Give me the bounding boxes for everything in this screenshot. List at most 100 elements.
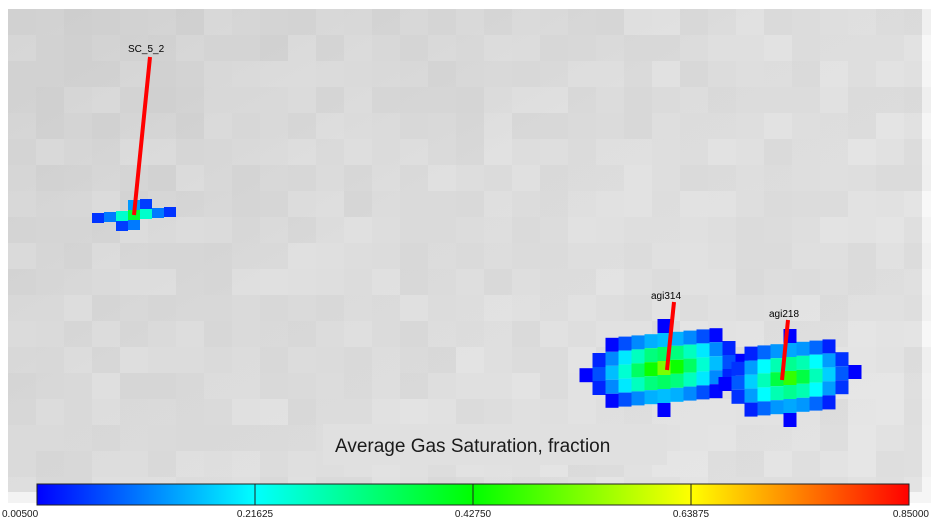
saturation-cell xyxy=(744,402,758,417)
saturation-cell xyxy=(744,374,758,389)
saturation-cell xyxy=(657,375,671,389)
saturation-cell xyxy=(605,379,619,394)
saturation-cell xyxy=(92,213,104,223)
saturation-cell xyxy=(696,357,710,372)
saturation-cell xyxy=(822,339,836,354)
saturation-cell xyxy=(744,360,758,375)
color-bar-tick-label: 0.21625 xyxy=(237,509,274,520)
saturation-cell xyxy=(670,387,684,402)
saturation-cell xyxy=(731,361,745,376)
saturation-cell xyxy=(809,354,823,369)
gas-plume-agi218 xyxy=(718,329,862,427)
saturation-cell xyxy=(796,383,810,398)
saturation-cell xyxy=(770,386,784,401)
saturation-cell xyxy=(770,372,784,387)
grid-shading xyxy=(8,9,931,503)
saturation-cell xyxy=(709,356,723,371)
saturation-cell xyxy=(731,389,745,404)
saturation-cell xyxy=(605,351,619,366)
well-trajectory xyxy=(780,319,790,381)
saturation-cell xyxy=(579,368,593,383)
legend-title: Average Gas Saturation, fraction xyxy=(335,436,610,457)
saturation-cell xyxy=(657,403,671,417)
saturation-cell xyxy=(757,359,771,374)
saturation-cell xyxy=(731,375,745,390)
well-trajectory xyxy=(665,301,676,371)
saturation-cell xyxy=(770,358,784,373)
saturation-cell xyxy=(744,346,758,361)
color-bar-tick-label: 0.63875 xyxy=(673,509,710,520)
saturation-cell xyxy=(605,393,619,408)
saturation-cell xyxy=(140,199,152,209)
saturation-cell xyxy=(104,212,116,222)
saturation-cell xyxy=(618,350,632,365)
saturation-cell xyxy=(770,344,784,359)
saturation-cell xyxy=(822,367,836,382)
saturation-cell xyxy=(696,343,710,358)
saturation-cell xyxy=(822,353,836,368)
saturation-cell xyxy=(783,357,797,371)
saturation-cell xyxy=(783,413,797,427)
saturation-cell xyxy=(783,371,797,385)
saturation-cell xyxy=(631,349,645,364)
saturation-cell xyxy=(835,380,849,395)
well-agi218[interactable]: agi218 xyxy=(769,309,799,381)
saturation-cell xyxy=(757,373,771,388)
saturation-cell xyxy=(709,342,723,357)
saturation-cell xyxy=(835,352,849,367)
well-label: SC_5_2 xyxy=(128,44,165,55)
saturation-cell xyxy=(618,336,632,351)
saturation-cell xyxy=(618,378,632,393)
saturation-cell xyxy=(809,368,823,383)
saturation-cell xyxy=(696,371,710,386)
saturation-cell xyxy=(592,353,606,367)
saturation-cell xyxy=(683,372,697,387)
saturation-cell xyxy=(152,208,164,218)
gas-plume-agi314 xyxy=(579,319,749,417)
saturation-cell xyxy=(644,362,658,377)
saturation-cell xyxy=(644,376,658,391)
saturation-cell xyxy=(670,373,684,388)
saturation-cell xyxy=(822,395,836,410)
saturation-cell xyxy=(835,366,849,381)
saturation-cell xyxy=(644,348,658,363)
color-bar-tick-label: 0.85000 xyxy=(893,509,930,520)
saturation-cell xyxy=(618,392,632,407)
well-sc-5-2[interactable]: SC_5_2 xyxy=(128,44,165,216)
saturation-cell xyxy=(670,345,684,360)
saturation-cell xyxy=(722,341,736,355)
saturation-cell xyxy=(128,220,140,230)
saturation-cell xyxy=(631,391,645,406)
saturation-cell xyxy=(592,381,606,395)
saturation-cell xyxy=(631,335,645,350)
saturation-cell xyxy=(796,369,810,384)
saturation-cell xyxy=(657,389,671,403)
color-bar-tick-label: 0.00500 xyxy=(2,509,39,520)
saturation-cell xyxy=(757,387,771,402)
well-agi314[interactable]: agi314 xyxy=(651,291,681,371)
saturation-cell xyxy=(670,331,684,346)
saturation-cell xyxy=(592,367,606,381)
saturation-cell xyxy=(757,345,771,360)
saturation-cell xyxy=(140,209,152,219)
saturation-cell xyxy=(670,359,684,374)
saturation-cell xyxy=(683,358,697,373)
saturation-cell xyxy=(605,337,619,352)
well-label: agi314 xyxy=(651,291,681,302)
well-label: agi218 xyxy=(769,309,799,320)
legend-title-box xyxy=(323,424,667,465)
saturation-cell xyxy=(822,381,836,396)
saturation-cell xyxy=(709,328,723,343)
saturation-cell xyxy=(683,386,697,401)
saturation-cell xyxy=(644,390,658,405)
color-bar-ticks: 0.00500 0.21625 0.42750 0.63875 0.85000 xyxy=(2,484,929,520)
saturation-cell xyxy=(848,365,862,379)
saturation-cell xyxy=(796,355,810,370)
saturation-cell xyxy=(631,377,645,392)
saturation-cell xyxy=(718,377,732,391)
saturation-cell xyxy=(809,396,823,411)
saturation-cell xyxy=(757,401,771,416)
saturation-cell xyxy=(783,385,797,399)
